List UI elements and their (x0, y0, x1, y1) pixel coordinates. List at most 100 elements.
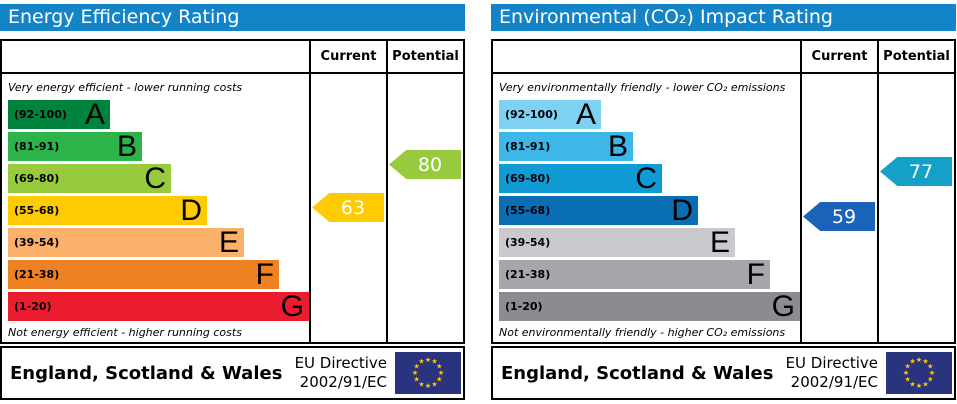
rating-band-bar: (39-54) E (499, 225, 735, 259)
eu-star-icon: ★ (909, 358, 915, 366)
rating-chart-box: Current Potential Very environmentally f… (491, 39, 956, 344)
eu-star-icon: ★ (905, 376, 911, 384)
band-range-label: (39-54) (505, 236, 551, 249)
eu-directive-line1: EU Directive (294, 354, 387, 372)
panel-footer: England, Scotland & Wales EU Directive 2… (491, 346, 956, 400)
bands-area: Very energy efficient - lower running co… (2, 74, 309, 342)
rating-band-row: (92-100) A (8, 97, 309, 131)
column-header-row: Current Potential (493, 41, 954, 74)
band-range-label: (81-91) (505, 140, 551, 153)
rating-band-bar: (1-20) G (8, 289, 309, 323)
bottom-caption: Not energy efficient - higher running co… (8, 326, 242, 339)
potential-column: 77 (877, 74, 954, 342)
potential-rating-value: 80 (417, 153, 443, 176)
eu-directive-line2: 2002/91/EC (299, 373, 387, 391)
potential-column-header: Potential (877, 41, 954, 72)
eu-star-icon: ★ (431, 358, 437, 366)
rating-chart-box: Current Potential Very energy efficient … (0, 39, 465, 344)
eu-star-icon: ★ (909, 380, 915, 388)
bands-area: Very environmentally friendly - lower CO… (493, 74, 800, 342)
eu-directive-line2: 2002/91/EC (790, 373, 878, 391)
band-range-label: (21-38) (505, 268, 551, 281)
header-spacer (2, 41, 309, 72)
eu-star-icon: ★ (425, 382, 431, 390)
eu-star-icon: ★ (414, 363, 420, 371)
current-rating-value: 63 (340, 196, 366, 219)
band-letter: F (255, 257, 274, 291)
potential-rating-arrow: 77 (880, 157, 952, 186)
rating-band-row: (92-100) A (499, 97, 800, 131)
band-letter: C (144, 161, 166, 195)
eu-star-icon: ★ (922, 380, 928, 388)
potential-column: 80 (386, 74, 463, 342)
rating-band-bar: (69-80) C (8, 161, 171, 195)
band-range-label: (1-20) (505, 300, 543, 313)
rating-band-row: (55-68) D (8, 195, 309, 225)
rating-band-row: (1-20) G (8, 289, 309, 323)
potential-rating-value: 77 (908, 160, 934, 183)
rating-band-row: (21-38) F (499, 257, 800, 291)
eu-star-icon: ★ (418, 358, 424, 366)
band-letter: B (116, 129, 137, 163)
eu-star-icon: ★ (905, 363, 911, 371)
band-range-label: (81-91) (14, 140, 60, 153)
panel-title: Energy Efficiency Rating (8, 6, 240, 28)
potential-column-header: Potential (386, 41, 463, 72)
band-range-label: (69-80) (505, 172, 551, 185)
region-label: England, Scotland & Wales (10, 362, 283, 384)
current-column-header: Current (309, 41, 386, 72)
rating-band-bar: (92-100) A (8, 97, 110, 131)
eu-directive-line1: EU Directive (785, 354, 878, 372)
current-rating-arrow: 59 (803, 202, 875, 231)
current-column-header: Current (800, 41, 877, 72)
rating-band-bar: (69-80) C (499, 163, 662, 193)
band-letter: G (771, 289, 795, 323)
band-letter: A (84, 97, 105, 131)
band-range-label: (21-38) (14, 268, 60, 281)
rating-band-row: (1-20) G (499, 289, 800, 323)
top-caption: Very energy efficient - lower running co… (8, 81, 243, 94)
eu-star-icon: ★ (916, 382, 922, 390)
band-list: (92-100) A (81-91) B (69-80) C (55-68) D… (8, 97, 309, 323)
band-letter: D (671, 193, 693, 227)
rating-band-bar: (55-68) D (8, 195, 207, 225)
band-letter: A (575, 97, 596, 131)
band-range-label: (1-20) (14, 300, 52, 313)
rating-band-row: (69-80) C (499, 163, 800, 193)
environmental-co2-impact-rating-panel: Environmental (CO₂) Impact Rating Curren… (491, 0, 956, 400)
band-range-label: (39-54) (14, 236, 60, 249)
rating-band-row: (81-91) B (499, 129, 800, 163)
eu-star-icon: ★ (916, 356, 922, 364)
rating-band-bar: (81-91) B (499, 129, 633, 163)
band-letter: E (709, 225, 730, 259)
potential-rating-arrow: 80 (389, 150, 461, 179)
panel-footer: England, Scotland & Wales EU Directive 2… (0, 346, 465, 400)
band-range-label: (92-100) (505, 108, 558, 121)
band-letter: B (607, 129, 628, 163)
band-letter: F (746, 257, 765, 291)
eu-star-icon: ★ (418, 380, 424, 388)
panel-title-bar: Energy Efficiency Rating (0, 4, 465, 31)
band-letter: G (280, 289, 304, 323)
eu-star-icon: ★ (929, 369, 935, 377)
eu-star-icon: ★ (425, 356, 431, 364)
rating-band-row: (81-91) B (8, 129, 309, 163)
energy-efficiency-rating-panel: Energy Efficiency Rating Current Potenti… (0, 0, 465, 400)
eu-star-icon: ★ (927, 376, 933, 384)
rating-band-row: (69-80) C (8, 161, 309, 195)
top-caption: Very environmentally friendly - lower CO… (499, 81, 786, 94)
rating-band-bar: (1-20) G (499, 289, 800, 323)
eu-flag-icon: ★ ★★★★★★★★★★★ (395, 352, 461, 394)
rating-band-row: (55-68) D (499, 193, 800, 227)
rating-band-row: (39-54) E (499, 225, 800, 259)
region-label: England, Scotland & Wales (501, 362, 774, 384)
rating-band-bar: (21-38) F (8, 257, 279, 291)
band-letter: E (218, 225, 239, 259)
eu-star-icon: ★ (438, 369, 444, 377)
chart-body: Very environmentally friendly - lower CO… (493, 74, 954, 342)
current-column: 63 (309, 74, 386, 342)
eu-star-icon: ★ (436, 363, 442, 371)
band-range-label: (55-68) (505, 204, 551, 217)
rating-band-bar: (55-68) D (499, 193, 698, 227)
rating-band-row: (39-54) E (8, 225, 309, 259)
